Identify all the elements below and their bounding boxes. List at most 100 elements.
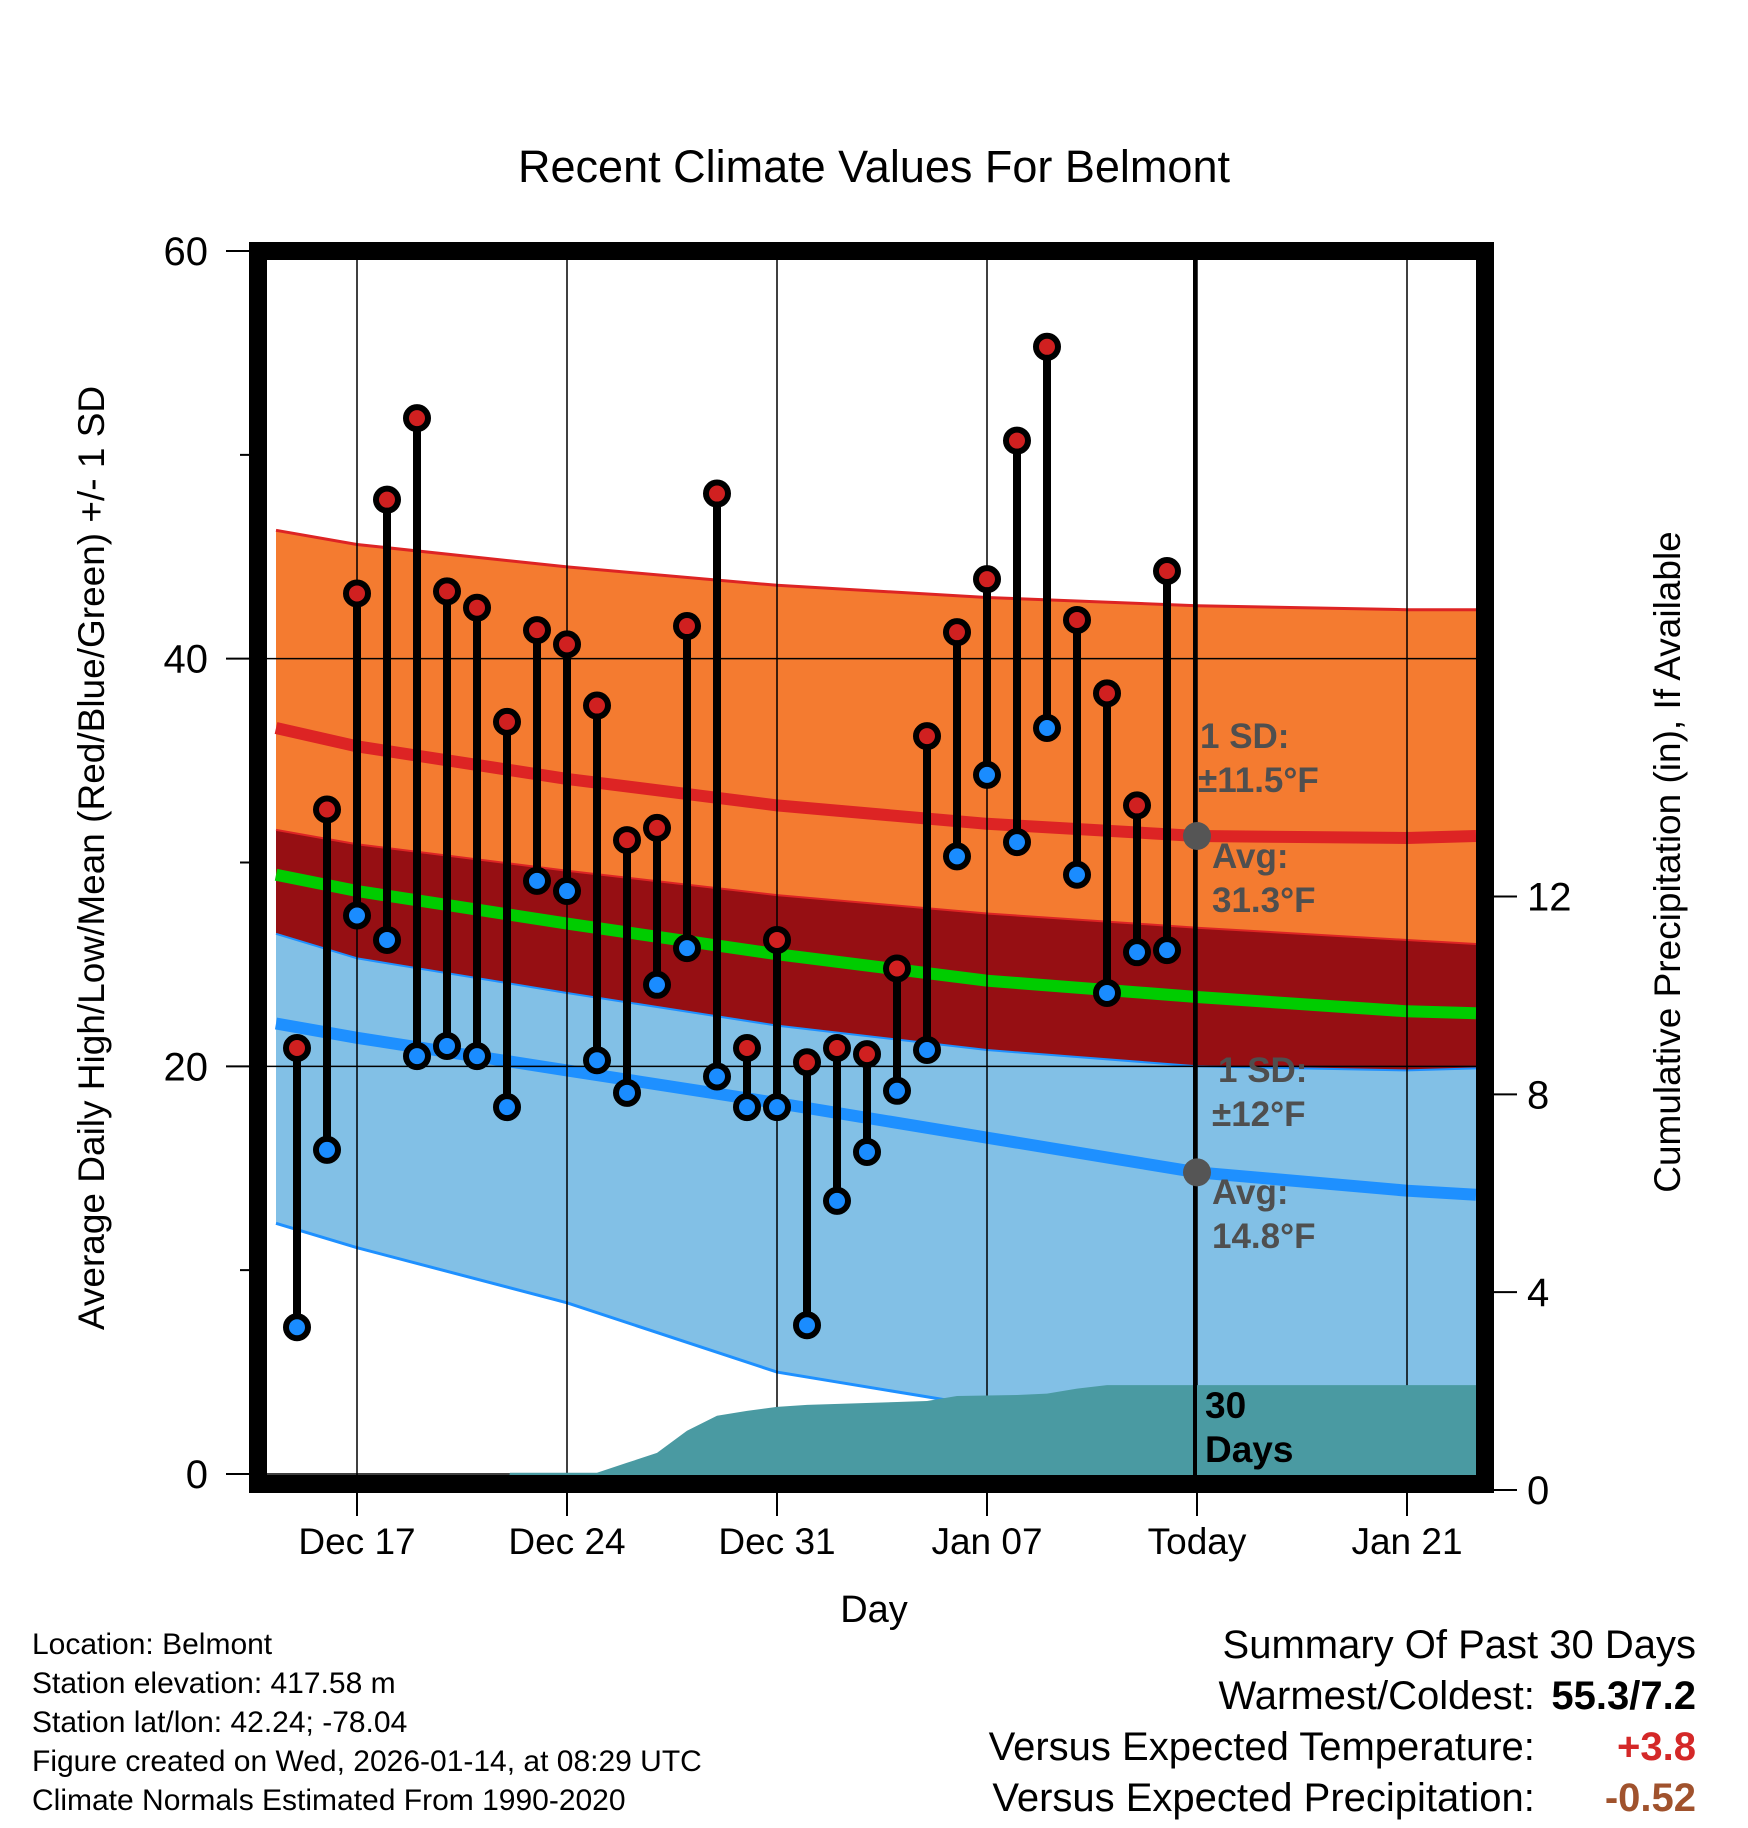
high-point <box>433 577 461 606</box>
high-point <box>613 826 641 855</box>
low-point <box>1003 828 1031 857</box>
today-low-avg-marker <box>1183 1158 1211 1187</box>
high-point <box>463 593 491 622</box>
x-axis: Dec 17 Dec 24 Dec 31 Jan 07 Today Jan 21 <box>298 1484 1463 1562</box>
normal-annotations: 1 SD: ±11.5°F Avg: 31.3°F 1 SD: ±12°F Av… <box>1198 717 1319 1256</box>
latlon-text: Station lat/lon: 42.24; -78.04 <box>32 1706 408 1739</box>
low-point <box>853 1137 881 1166</box>
low-sd-label: 1 SD: <box>1218 1051 1307 1090</box>
created-text: Figure created on Wed, 2026-01-14, at 08… <box>32 1745 702 1778</box>
high-point <box>943 618 971 647</box>
summary-temp-row: Versus Expected Temperature: +3.8 <box>989 1722 1696 1773</box>
summary-warmest-row: Warmest/Coldest: 55.3/7.2 <box>989 1671 1697 1722</box>
plot-frame <box>249 242 1494 1493</box>
x-tick-label: Dec 31 <box>718 1521 835 1562</box>
daily-high-low-series <box>283 332 1181 1342</box>
low-point <box>793 1311 821 1340</box>
high-point <box>703 479 731 508</box>
warmest-label: Warmest/Coldest: <box>1218 1674 1535 1718</box>
temp-anomaly-value: +3.8 <box>1617 1725 1696 1769</box>
summary-panel: Summary Of Past 30 Days Warmest/Coldest:… <box>989 1620 1696 1824</box>
y-axis-label: Average Daily High/Low/Mean (Red/Blue/Gr… <box>71 386 112 1330</box>
high-point <box>733 1033 761 1062</box>
temp-anomaly-label: Versus Expected Temperature: <box>988 1725 1535 1769</box>
window-label-unit: Days <box>1205 1429 1293 1470</box>
low-point <box>553 877 581 906</box>
low-point <box>1063 860 1091 889</box>
x-tick-label: Jan 07 <box>931 1521 1042 1562</box>
low-point <box>763 1093 791 1122</box>
normals-text: Climate Normals Estimated From 1990-2020 <box>32 1784 626 1817</box>
low-sd-value: ±12°F <box>1212 1095 1306 1134</box>
low-point <box>313 1135 341 1164</box>
window-label-number: 30 <box>1205 1385 1246 1426</box>
high-point <box>553 630 581 659</box>
high-point <box>883 954 911 983</box>
low-point <box>643 970 671 999</box>
low-point <box>883 1076 911 1105</box>
today-high-avg-marker <box>1183 822 1211 851</box>
high-point <box>1063 605 1091 634</box>
y-tick-label: 40 <box>164 638 209 682</box>
high-point <box>853 1040 881 1069</box>
x-tick-label: Dec 24 <box>508 1521 625 1562</box>
high-point <box>1003 426 1031 455</box>
y2-tick-label: 0 <box>1527 1469 1549 1513</box>
low-point <box>703 1062 731 1091</box>
low-point <box>1153 936 1181 965</box>
high-sd-value: ±11.5°F <box>1198 761 1319 800</box>
y2-tick-label: 4 <box>1527 1271 1549 1315</box>
low-sd-band <box>276 933 1476 1417</box>
high-point <box>523 616 551 645</box>
y2-tick-label: 12 <box>1527 876 1572 920</box>
high-point <box>763 925 791 954</box>
precip-anomaly-value: -0.52 <box>1604 1776 1696 1820</box>
low-point <box>1093 978 1121 1007</box>
high-point <box>913 722 941 751</box>
low-point <box>283 1313 311 1342</box>
x-tick-label: Dec 17 <box>298 1521 415 1562</box>
high-point <box>1033 332 1061 361</box>
high-point <box>973 565 1001 594</box>
high-point <box>1123 791 1151 820</box>
high-point <box>313 795 341 824</box>
high-point <box>583 691 611 720</box>
high-point <box>373 485 401 514</box>
left-y-axis: 0 20 40 60 <box>164 230 258 1497</box>
low-point <box>523 866 551 895</box>
y-tick-label: 0 <box>186 1453 208 1497</box>
normal-bands <box>274 528 1477 1419</box>
y2-axis-label: Cumulative Precipitation (in), If Availa… <box>1647 531 1688 1193</box>
normal-low-line <box>274 1017 1477 1201</box>
station-info: Location: Belmont Station elevation: 417… <box>32 1625 702 1820</box>
low-point <box>403 1042 431 1071</box>
high-sd-upper-line <box>275 528 1476 612</box>
high-point <box>1093 679 1121 708</box>
y-tick-label: 20 <box>164 1045 209 1089</box>
high-point <box>343 579 371 608</box>
high-point <box>283 1033 311 1062</box>
right-y-axis: 0 4 8 12 <box>1485 876 1572 1513</box>
high-sd-lower-line <box>275 828 1477 945</box>
high-avg-label: Avg: <box>1212 837 1288 876</box>
chart-title: Recent Climate Values For Belmont <box>518 141 1230 192</box>
low-point <box>1123 938 1151 967</box>
low-point <box>1033 713 1061 742</box>
low-point <box>973 760 1001 789</box>
high-point <box>823 1033 851 1062</box>
precip-area <box>407 1385 1485 1484</box>
low-point <box>493 1093 521 1122</box>
low-point <box>463 1042 491 1071</box>
low-avg-label: Avg: <box>1212 1173 1288 1212</box>
low-point <box>613 1078 641 1107</box>
high-sd-label: 1 SD: <box>1200 717 1289 756</box>
low-point <box>373 925 401 954</box>
low-point <box>343 901 371 930</box>
low-sd-upper-line <box>275 932 1477 1072</box>
low-point <box>433 1031 461 1060</box>
summary-precip-row: Versus Expected Precipitation: -0.52 <box>989 1773 1696 1824</box>
low-point <box>733 1093 761 1122</box>
x-axis-label: Day <box>840 1589 908 1631</box>
precipitation-area <box>407 1385 1485 1484</box>
high-point <box>643 813 671 842</box>
